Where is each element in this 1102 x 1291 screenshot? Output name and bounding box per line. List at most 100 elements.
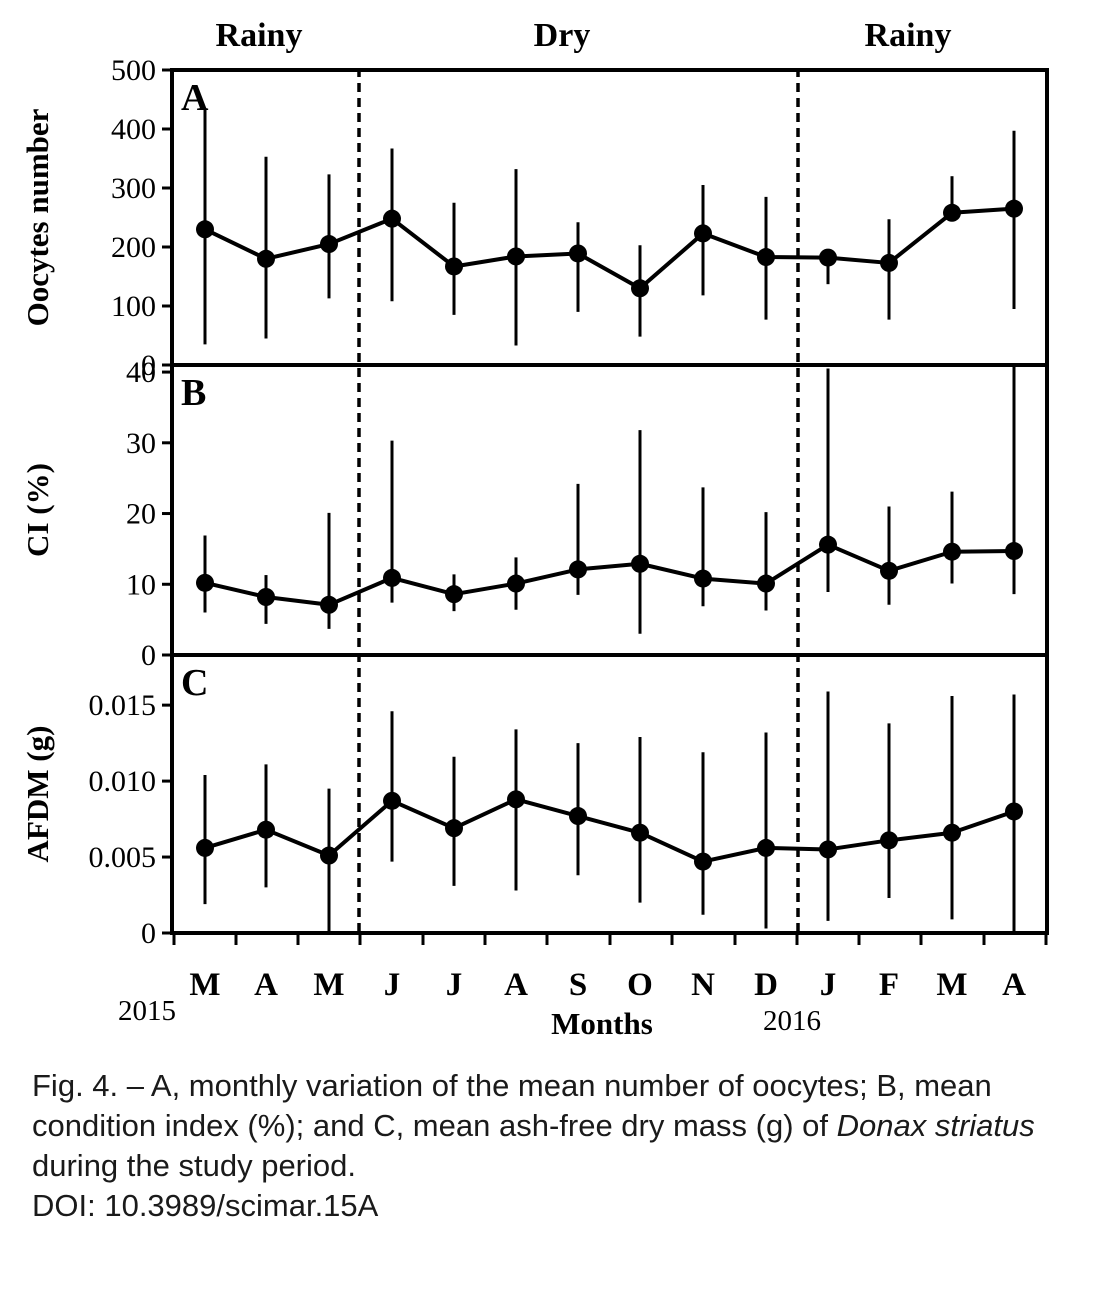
- data-point: [880, 561, 898, 580]
- x-tick-label: J: [820, 967, 837, 1003]
- y-tick-label: 0: [141, 639, 156, 672]
- data-point: [757, 838, 775, 857]
- y-tick-label: 0.010: [89, 765, 157, 798]
- data-point: [507, 574, 525, 593]
- data-point: [757, 248, 775, 267]
- panel-frame: [170, 68, 1049, 367]
- data-point: [507, 247, 525, 266]
- data-point: [569, 560, 587, 579]
- x-tick-label: F: [879, 967, 899, 1003]
- y-tick-label: 20: [126, 498, 156, 531]
- data-point: [257, 249, 275, 268]
- y-tick-label: 40: [126, 356, 156, 389]
- data-point: [631, 279, 649, 298]
- data-point: [819, 840, 837, 859]
- y-tick-label: 200: [111, 231, 156, 264]
- data-point: [320, 595, 338, 614]
- x-tick-label: N: [691, 967, 715, 1003]
- data-point: [1005, 199, 1023, 218]
- data-point: [943, 542, 961, 561]
- data-point: [819, 248, 837, 267]
- year-label: 2016: [763, 1005, 821, 1037]
- data-point: [445, 257, 463, 276]
- data-point: [320, 846, 338, 865]
- x-tick-label: J: [384, 967, 401, 1003]
- x-tick-label: A: [254, 967, 278, 1003]
- x-axis-title: Months: [551, 1006, 653, 1041]
- data-point: [383, 209, 401, 228]
- caption-species: Donax striatus: [836, 1108, 1035, 1143]
- data-point: [631, 554, 649, 573]
- season-label: Rainy: [216, 17, 303, 54]
- data-point: [757, 574, 775, 593]
- panel-letter: C: [181, 662, 208, 704]
- data-point: [943, 203, 961, 222]
- data-point: [196, 838, 214, 857]
- x-tick-label: M: [313, 967, 344, 1003]
- data-point: [569, 807, 587, 826]
- y-axis-label: CI (%): [20, 463, 55, 557]
- y-tick-label: 0.005: [89, 841, 157, 874]
- x-tick-label: D: [754, 967, 778, 1003]
- data-point: [880, 253, 898, 272]
- y-tick-label: 0: [141, 349, 156, 382]
- data-point: [507, 790, 525, 809]
- series-line: [204, 206, 1015, 291]
- data-point: [320, 235, 338, 254]
- season-label: Dry: [534, 17, 591, 54]
- season-label: Rainy: [865, 17, 952, 54]
- data-point: [943, 823, 961, 842]
- data-point: [257, 588, 275, 606]
- x-tick-label: J: [446, 967, 463, 1003]
- panel-c: 0 0.005 0.010 0.015 AFDM (g) C: [20, 653, 1049, 950]
- data-point: [445, 585, 463, 604]
- caption-text-end: during the study period.: [32, 1148, 356, 1183]
- data-point: [196, 220, 214, 239]
- panel-frame: [170, 653, 1049, 935]
- figure-caption: Fig. 4. – A, monthly variation of the me…: [32, 1066, 1092, 1226]
- data-point: [445, 819, 463, 838]
- y-tick-label: 30: [126, 427, 156, 460]
- panel-frame: [170, 363, 1049, 657]
- y-tick-label: 0: [141, 917, 156, 950]
- caption-doi: DOI: 10.3989/scimar.15A: [32, 1188, 379, 1223]
- series-line: [204, 797, 1015, 864]
- y-tick-label: 400: [111, 113, 156, 146]
- data-point: [257, 820, 275, 839]
- series-line: [204, 542, 1015, 607]
- year-label: 2015: [118, 995, 176, 1027]
- caption-text: Fig. 4. – A, monthly variation of the me…: [32, 1068, 992, 1143]
- panel-letter: B: [181, 372, 206, 414]
- data-point: [819, 535, 837, 554]
- data-point: [694, 852, 712, 871]
- data-point: [196, 573, 214, 592]
- x-tick-label: A: [504, 967, 528, 1003]
- x-tick-label: O: [627, 967, 653, 1003]
- data-point: [1005, 542, 1023, 561]
- season-labels: Rainy Dry Rainy: [216, 17, 952, 54]
- data-point: [569, 244, 587, 263]
- data-point: [1005, 802, 1023, 821]
- x-tick-label: A: [1002, 967, 1026, 1003]
- y-tick-label: 100: [111, 290, 156, 323]
- data-point: [694, 569, 712, 588]
- data-point: [383, 568, 401, 587]
- data-point: [880, 831, 898, 850]
- y-tick-label: 10: [126, 568, 156, 601]
- y-axis-label: AFDM (g): [20, 726, 55, 863]
- y-tick-label: 500: [111, 54, 156, 87]
- y-axis-label: Oocytes number: [20, 108, 55, 326]
- x-tick-label: M: [936, 967, 967, 1003]
- x-tick-label: S: [569, 967, 587, 1003]
- data-point: [631, 823, 649, 842]
- y-tick-label: 0.015: [89, 689, 157, 722]
- data-point: [383, 791, 401, 810]
- data-point: [694, 224, 712, 243]
- panel-b: 0 10 20 30 40 CI (%) B: [20, 356, 1049, 672]
- y-tick-label: 300: [111, 172, 156, 205]
- x-tick-label: M: [189, 967, 220, 1003]
